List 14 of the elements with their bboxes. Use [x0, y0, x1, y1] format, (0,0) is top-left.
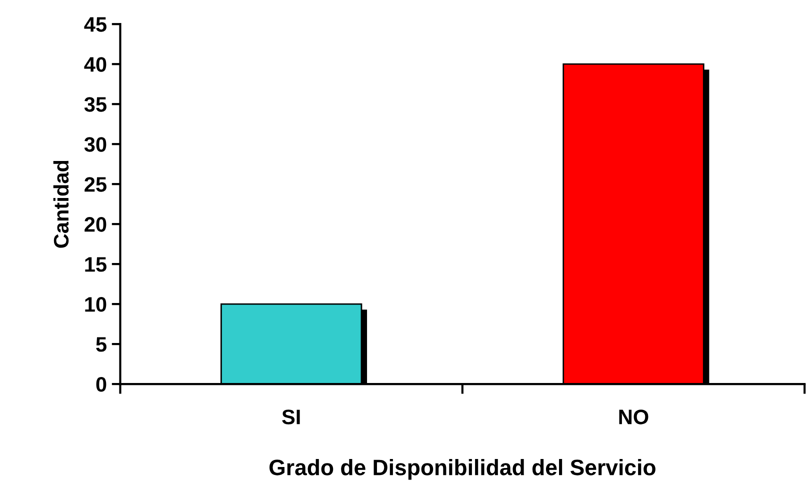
x-axis-title: Grado de Disponibilidad del Servicio: [269, 459, 656, 480]
x-tick-label: SI: [282, 410, 300, 424]
y-tick-label: 15: [85, 257, 106, 272]
x-tick-label: NO: [619, 410, 648, 424]
y-axis-title: Cantidad: [53, 160, 69, 248]
y-tick-label: 20: [84, 217, 106, 232]
y-tick-label: 35: [84, 97, 106, 112]
y-tick-label: 45: [84, 17, 106, 32]
y-tick-label: 0: [96, 377, 106, 392]
y-tick-label: 5: [96, 337, 106, 352]
y-tick-label: 25: [84, 177, 106, 192]
y-tick-label: 10: [85, 297, 106, 312]
y-tick-label: 40: [84, 57, 106, 72]
y-tick-label: 30: [84, 137, 106, 152]
